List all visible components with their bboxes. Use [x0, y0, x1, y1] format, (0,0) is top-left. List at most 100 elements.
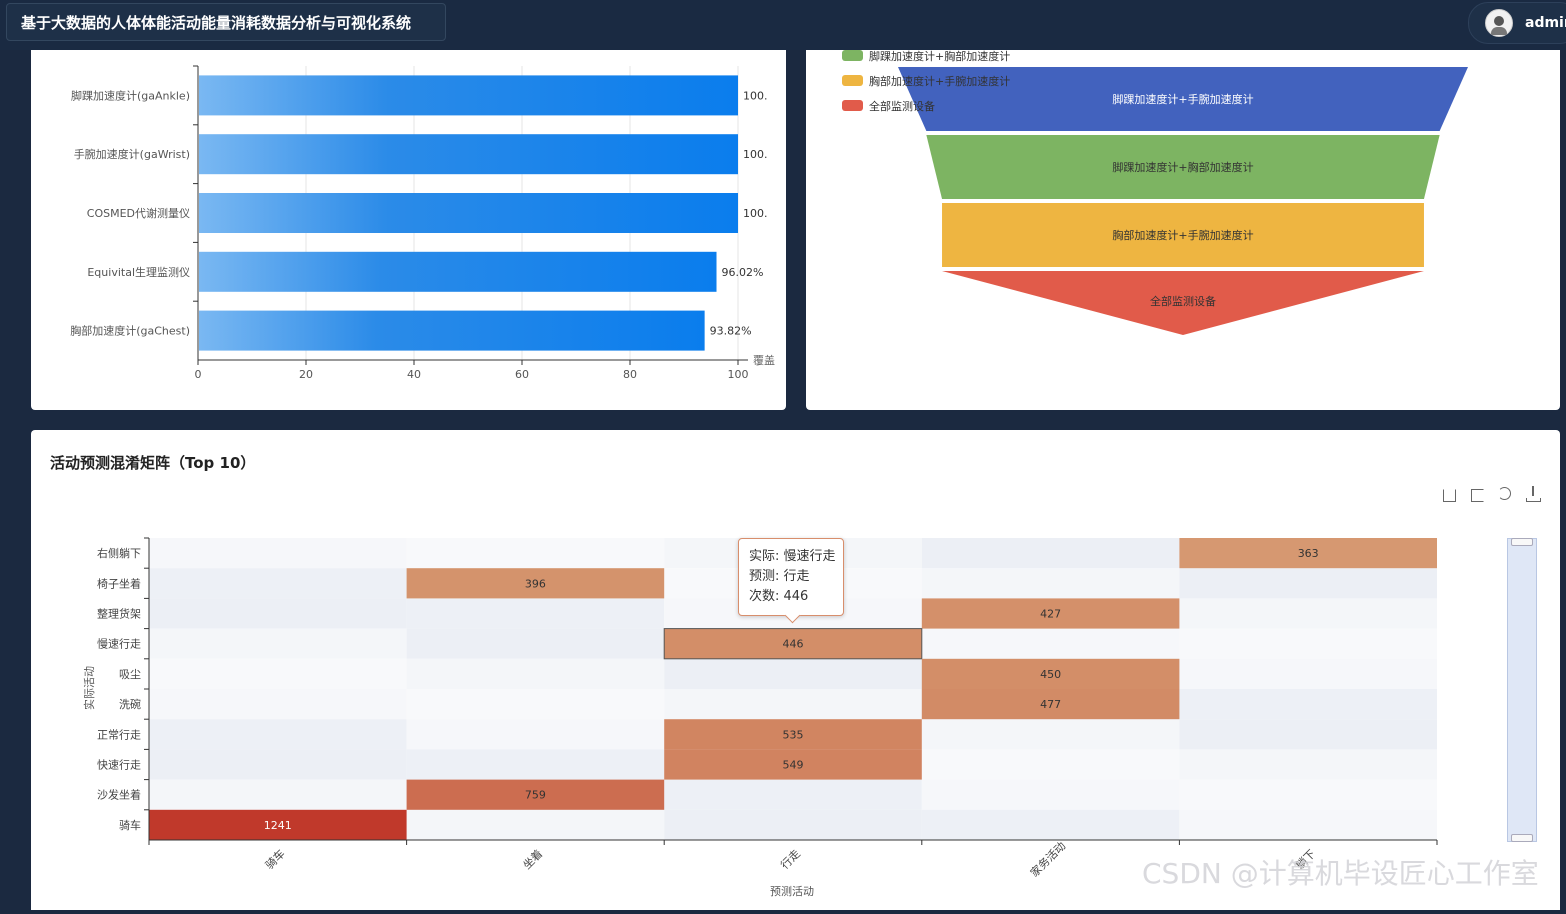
- cell-value-label: 363: [1298, 547, 1319, 560]
- heatmap-cell: [149, 779, 407, 810]
- x-tick-label: 80: [623, 368, 637, 381]
- app-title: 基于大数据的人体体能活动能量消耗数据分析与可视化系统: [6, 3, 446, 41]
- cell-value-label: 427: [1040, 608, 1061, 621]
- heatmap-cell: [664, 689, 922, 720]
- zoom-icon[interactable]: [1441, 486, 1457, 502]
- heatmap-cell: [1179, 658, 1437, 689]
- cell-value-label: 535: [783, 728, 804, 741]
- y-tick-label: Equivital生理监测仪: [87, 265, 190, 279]
- heatmap-cell: [664, 779, 922, 810]
- visual-map-slider[interactable]: [1507, 538, 1537, 842]
- data-label: 96.02%: [722, 266, 764, 279]
- cell-value-label: 396: [525, 577, 546, 590]
- legend-swatch: [842, 50, 863, 61]
- heatmap-cell: [406, 689, 665, 720]
- slider-handle-bottom[interactable]: [1511, 834, 1533, 842]
- legend-label: 胸部加速度计+手腕加速度计: [869, 74, 1010, 88]
- heatmap-cell-value: [406, 568, 665, 599]
- cell-value-label: 450: [1040, 668, 1061, 681]
- heatmap-cell: [1179, 568, 1437, 599]
- heatmap-cell: [149, 719, 407, 750]
- heatmap-cell: [664, 658, 922, 689]
- tooltip-predicted: 预测: 行走: [749, 569, 810, 584]
- heatmap-cell: [1179, 719, 1437, 750]
- heatmap-cell: [921, 568, 1180, 599]
- heatmap-cell-value: [921, 658, 1180, 689]
- heatmap-cell-value: [406, 779, 665, 810]
- tooltip-count: 次数: 446: [749, 589, 809, 604]
- heatmap-cell: [921, 779, 1180, 810]
- y-tick-label: 吸尘: [119, 668, 141, 681]
- y-tick-label: 慢速行走: [97, 638, 141, 651]
- x-tick-label: 60: [515, 368, 529, 381]
- x-tick-label: 坐着: [520, 846, 545, 871]
- heatmap-cell: [149, 749, 407, 780]
- x-tick-label: 家务活动: [1027, 839, 1068, 880]
- user-menu[interactable]: admin: [1468, 2, 1566, 44]
- top-bar: 基于大数据的人体体能活动能量消耗数据分析与可视化系统 admin: [0, 0, 1566, 50]
- y-tick-label: 快速行走: [97, 759, 141, 772]
- heatmap-cell: [406, 809, 665, 840]
- user-name[interactable]: admin: [1525, 15, 1566, 31]
- y-tick-label: 右侧躺下: [97, 546, 141, 560]
- bar: [199, 134, 738, 175]
- cell-value-label: 477: [1040, 698, 1061, 711]
- cell-value-label: 446: [783, 638, 804, 651]
- x-axis-unit-label: 覆盖: [753, 353, 775, 367]
- cell-value-label: 1241: [264, 819, 292, 832]
- funnel-stage-label: 全部监测设备: [1150, 294, 1216, 308]
- y-tick-label: 整理货架: [97, 607, 141, 621]
- cell-value-label: 759: [525, 789, 546, 802]
- y-axis-title: 实际活动: [82, 666, 96, 710]
- heatmap-cell: [921, 809, 1180, 840]
- y-tick-label: 手腕加速度计(gaWrist): [74, 147, 190, 161]
- data-label: 100.: [743, 89, 768, 102]
- bar: [199, 193, 738, 233]
- funnel-stage: [942, 271, 1424, 335]
- y-tick-label: 椅子坐着: [97, 576, 141, 590]
- bar: [199, 310, 705, 351]
- legend-swatch: [842, 100, 863, 111]
- download-icon[interactable]: [1525, 486, 1542, 502]
- heatmap-cell: [406, 598, 665, 629]
- confusion-heatmap: 363 396 427 446 450 477 535 549 759 1241 右侧躺下椅子坐着…: [82, 537, 1438, 898]
- x-tick-label: 骑车: [262, 846, 287, 871]
- y-tick-label: 胸部加速度计(gaChest): [70, 324, 190, 338]
- heatmap-cell: [406, 658, 665, 689]
- avatar[interactable]: [1485, 9, 1513, 37]
- heatmap-cell-value: [921, 689, 1180, 720]
- heatmap-cell: [921, 538, 1180, 569]
- y-tick-label: COSMED代谢测量仪: [87, 206, 190, 220]
- funnel-stage: [926, 135, 1440, 199]
- slider-handle-top[interactable]: [1511, 538, 1533, 546]
- y-tick-label: 洗碗: [119, 697, 141, 711]
- data-label: 100.: [743, 148, 768, 161]
- cell-value-label: 549: [783, 759, 804, 772]
- legend-label: 脚踝加速度计+胸部加速度计: [869, 50, 1010, 63]
- panel-title: 活动预测混淆矩阵（Top 10）: [50, 454, 256, 472]
- heatmap-cell-value: [664, 719, 922, 750]
- y-tick-label: 脚踝加速度计(gaAnkle): [71, 88, 190, 102]
- restore-icon[interactable]: [1497, 486, 1513, 502]
- legend-swatch: [842, 75, 863, 86]
- chart-toolbox: [1441, 486, 1548, 508]
- funnel-stage-label: 胸部加速度计+手腕加速度计: [1112, 228, 1253, 242]
- heatmap-cell: [1179, 598, 1437, 629]
- heatmap-cell: [406, 628, 665, 659]
- heatmap-cell-value: [1179, 538, 1437, 569]
- heatmap-cell-value: [664, 749, 922, 780]
- x-axis-title: 预测活动: [770, 885, 814, 898]
- zoom-reset-icon[interactable]: [1469, 486, 1485, 502]
- heatmap-cell: [149, 689, 407, 720]
- heatmap-tooltip: 实际: 慢速行走 预测: 行走 次数: 446: [738, 538, 844, 616]
- device-coverage-panel: 0 20 40 60 80 100 脚踝加速度计(gaAnkle) 100. 手腕加速度计(g…: [31, 50, 786, 410]
- device-coverage-chart: 0 20 40 60 80 100 脚踝加速度计(gaAnkle) 100. 手腕加速度计(g…: [70, 65, 775, 381]
- heatmap-cell: [406, 719, 665, 750]
- heatmap-cell: [921, 719, 1180, 750]
- x-tick-label: 20: [299, 368, 313, 381]
- confusion-matrix-panel: 活动预测混淆矩阵（Top 10） 363 396 427 446 450 477 535 54…: [31, 430, 1560, 910]
- bar: [199, 251, 717, 292]
- heatmap-cell: [149, 628, 407, 659]
- tooltip-actual: 实际: 慢速行走: [749, 549, 836, 564]
- watermark: CSDN @计算机毕设匠心工作室: [1142, 857, 1539, 890]
